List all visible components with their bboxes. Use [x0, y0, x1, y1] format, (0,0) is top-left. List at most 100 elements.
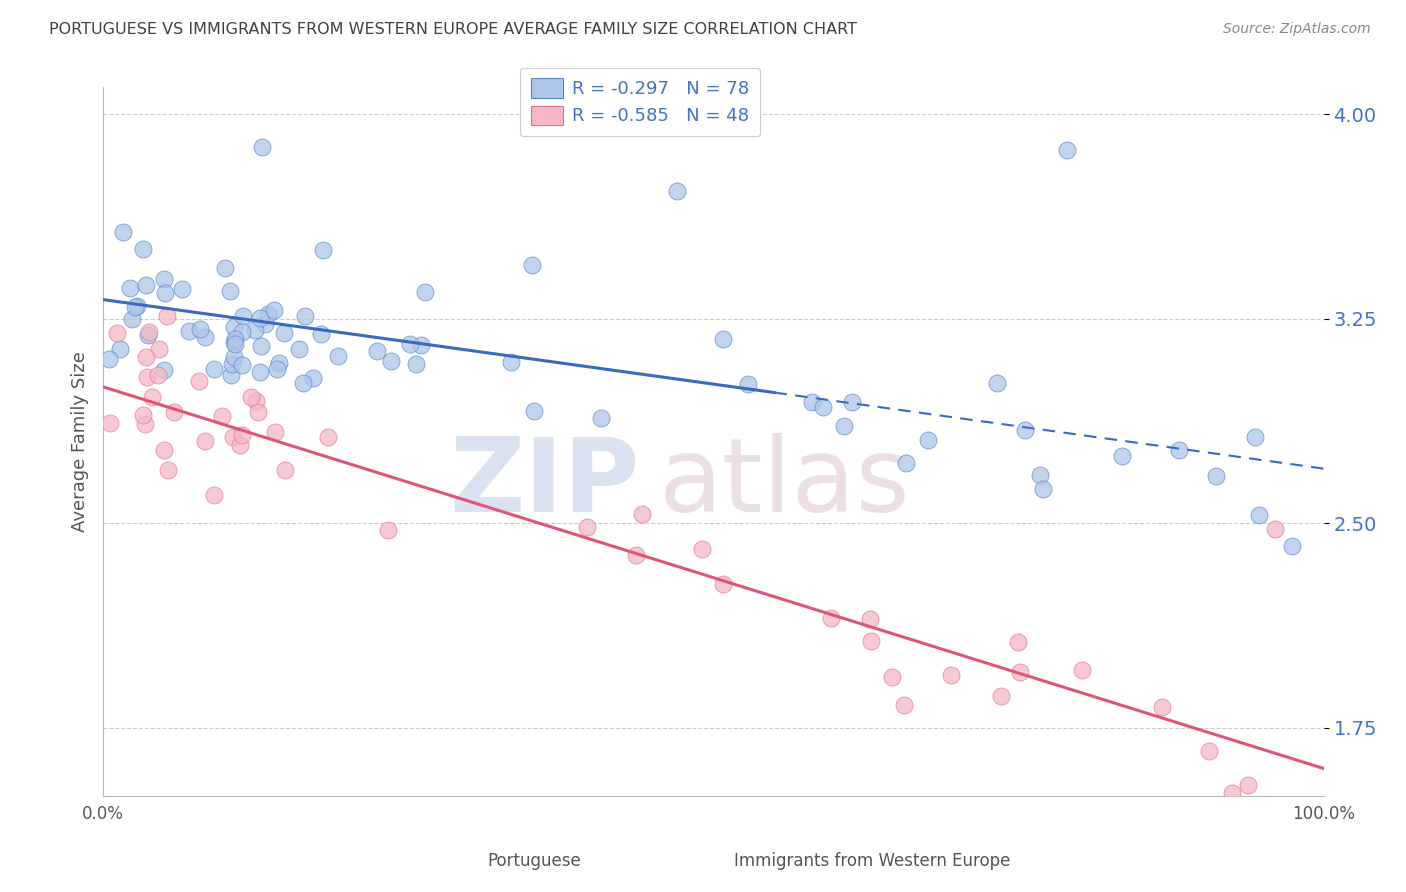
- Point: [121, 311, 143, 326]
- Point: [211, 409, 233, 424]
- Point: [112, 225, 135, 239]
- Point: [294, 309, 316, 323]
- Point: [224, 337, 246, 351]
- Point: [188, 374, 211, 388]
- Point: [575, 520, 598, 534]
- Point: [589, 411, 612, 425]
- Text: atlas: atlas: [658, 434, 910, 534]
- Text: Source: ZipAtlas.com: Source: ZipAtlas.com: [1223, 22, 1371, 37]
- Point: [219, 285, 242, 299]
- Point: [240, 390, 263, 404]
- Point: [153, 442, 176, 457]
- Point: [309, 326, 332, 341]
- Point: [131, 408, 153, 422]
- Point: [222, 430, 245, 444]
- Point: [202, 488, 225, 502]
- Point: [665, 184, 688, 198]
- Point: [1220, 786, 1243, 800]
- Point: [98, 417, 121, 431]
- Point: [316, 430, 339, 444]
- Point: [1281, 539, 1303, 553]
- Point: [1236, 778, 1258, 792]
- Point: [136, 328, 159, 343]
- Point: [264, 425, 287, 439]
- Point: [170, 282, 193, 296]
- Point: [157, 463, 180, 477]
- Point: [124, 300, 146, 314]
- Point: [134, 417, 156, 431]
- Point: [105, 326, 128, 340]
- Legend: R = -0.297   N = 78, R = -0.585   N = 48: R = -0.297 N = 78, R = -0.585 N = 48: [520, 68, 761, 136]
- Point: [1152, 700, 1174, 714]
- Point: [820, 610, 842, 624]
- Point: [328, 350, 350, 364]
- Point: [302, 371, 325, 385]
- Point: [231, 358, 253, 372]
- Point: [231, 325, 253, 339]
- Point: [153, 285, 176, 300]
- Point: [291, 376, 314, 390]
- Point: [163, 405, 186, 419]
- Point: [1029, 468, 1052, 483]
- Point: [1205, 468, 1227, 483]
- Point: [231, 428, 253, 442]
- Point: [1056, 143, 1078, 157]
- Point: [224, 332, 246, 346]
- Point: [269, 355, 291, 369]
- Point: [153, 363, 176, 377]
- Point: [141, 390, 163, 404]
- Point: [713, 332, 735, 346]
- Text: Portuguese: Portuguese: [488, 852, 581, 870]
- Point: [499, 355, 522, 369]
- Point: [135, 278, 157, 293]
- Point: [249, 365, 271, 379]
- Point: [813, 400, 835, 414]
- Point: [254, 317, 277, 331]
- Point: [148, 342, 170, 356]
- Point: [800, 395, 823, 409]
- Point: [1070, 664, 1092, 678]
- Point: [247, 405, 270, 419]
- Point: [125, 299, 148, 313]
- Text: Immigrants from Western Europe: Immigrants from Western Europe: [734, 852, 1010, 870]
- Point: [287, 343, 309, 357]
- Point: [118, 281, 141, 295]
- Point: [266, 361, 288, 376]
- Point: [880, 670, 903, 684]
- Point: [986, 376, 1008, 391]
- Point: [841, 394, 863, 409]
- Point: [249, 311, 271, 326]
- Point: [1008, 665, 1031, 679]
- Point: [250, 140, 273, 154]
- Point: [214, 260, 236, 275]
- Point: [1014, 423, 1036, 437]
- Point: [110, 342, 132, 356]
- Point: [1007, 635, 1029, 649]
- Point: [990, 690, 1012, 704]
- Point: [1249, 508, 1271, 522]
- Point: [156, 309, 179, 323]
- Point: [138, 325, 160, 339]
- Point: [1167, 443, 1189, 458]
- Point: [146, 368, 169, 382]
- Point: [1244, 430, 1267, 444]
- Point: [380, 354, 402, 368]
- Point: [135, 350, 157, 364]
- Point: [399, 337, 422, 351]
- Point: [413, 285, 436, 300]
- Point: [194, 330, 217, 344]
- Point: [219, 368, 242, 382]
- Point: [1032, 483, 1054, 497]
- Point: [859, 612, 882, 626]
- Point: [274, 463, 297, 477]
- Point: [405, 357, 427, 371]
- Point: [245, 393, 267, 408]
- Point: [626, 548, 648, 562]
- Point: [132, 243, 155, 257]
- Point: [631, 507, 654, 521]
- Point: [263, 303, 285, 318]
- Point: [229, 438, 252, 452]
- Point: [1198, 744, 1220, 758]
- Point: [250, 339, 273, 353]
- Point: [312, 243, 335, 257]
